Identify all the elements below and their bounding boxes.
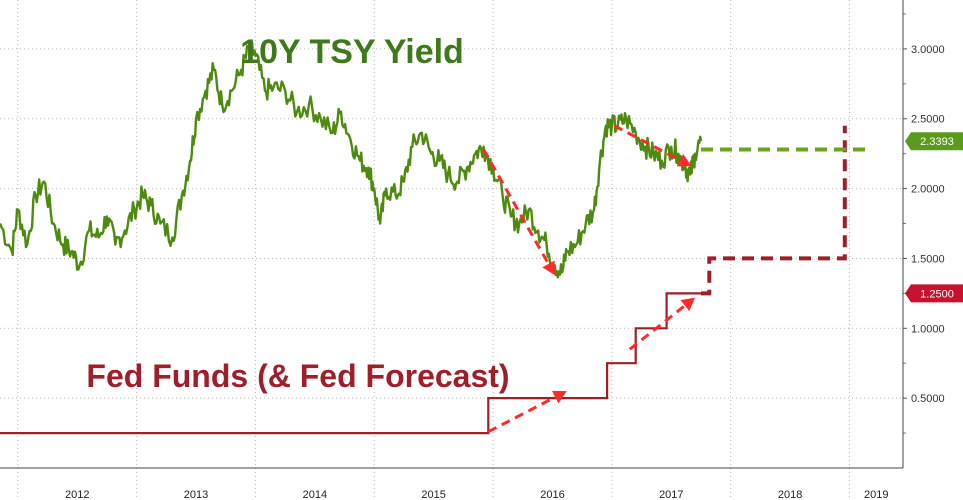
value-badge-label: 1.2500 (920, 288, 954, 300)
x-year-label: 2016 (540, 489, 564, 500)
trend-arrow-head (676, 154, 692, 167)
value-badges: 2.3393 1.2500 (905, 132, 963, 303)
series-layer (0, 39, 868, 435)
value-badge-label: 2.3393 (920, 136, 954, 148)
trend-arrow-line (628, 304, 686, 351)
y-tick-label: 3.0000 (911, 44, 945, 56)
y-tick-label: 0.5000 (911, 393, 945, 405)
grid-lines (0, 0, 903, 500)
title-fed-funds: Fed Funds (& Fed Forecast) (86, 358, 509, 394)
x-year-label: 2019 (864, 489, 888, 500)
x-year-label: 2017 (659, 489, 683, 500)
x-year-label: 2018 (778, 489, 802, 500)
x-year-label: 2014 (303, 489, 327, 500)
y-tick-label: 1.0000 (911, 323, 945, 335)
trend-arrows (482, 124, 696, 434)
series-line-fed-funds (0, 292, 701, 435)
value-badge (905, 284, 963, 303)
trend-arrow-line (482, 148, 550, 265)
x-year-label: 2013 (184, 489, 208, 500)
title-10y-tsy-yield: 10Y TSY Yield (240, 33, 464, 71)
trend-arrow-head (542, 260, 555, 276)
value-badge (905, 132, 963, 151)
trend-arrow-line (613, 124, 681, 162)
series-line-10y-yield (0, 39, 703, 279)
trend-arrow-head (551, 390, 567, 404)
y-tick-label: 2.5000 (911, 114, 945, 126)
trend-arrow-line (487, 395, 556, 434)
series-line-fed-forecast (701, 125, 847, 296)
y-tick-label: 2.0000 (911, 184, 945, 196)
x-year-label: 2012 (65, 489, 89, 500)
y-tick-label: 1.5000 (911, 253, 945, 265)
chart-axes (0, 0, 907, 469)
trend-arrow-head (680, 297, 696, 312)
tick-labels: 0.5000 1.0000 1.5000 2.0000 2.5000 3.0000 2012… (65, 44, 945, 500)
x-year-label: 2015 (421, 489, 445, 500)
